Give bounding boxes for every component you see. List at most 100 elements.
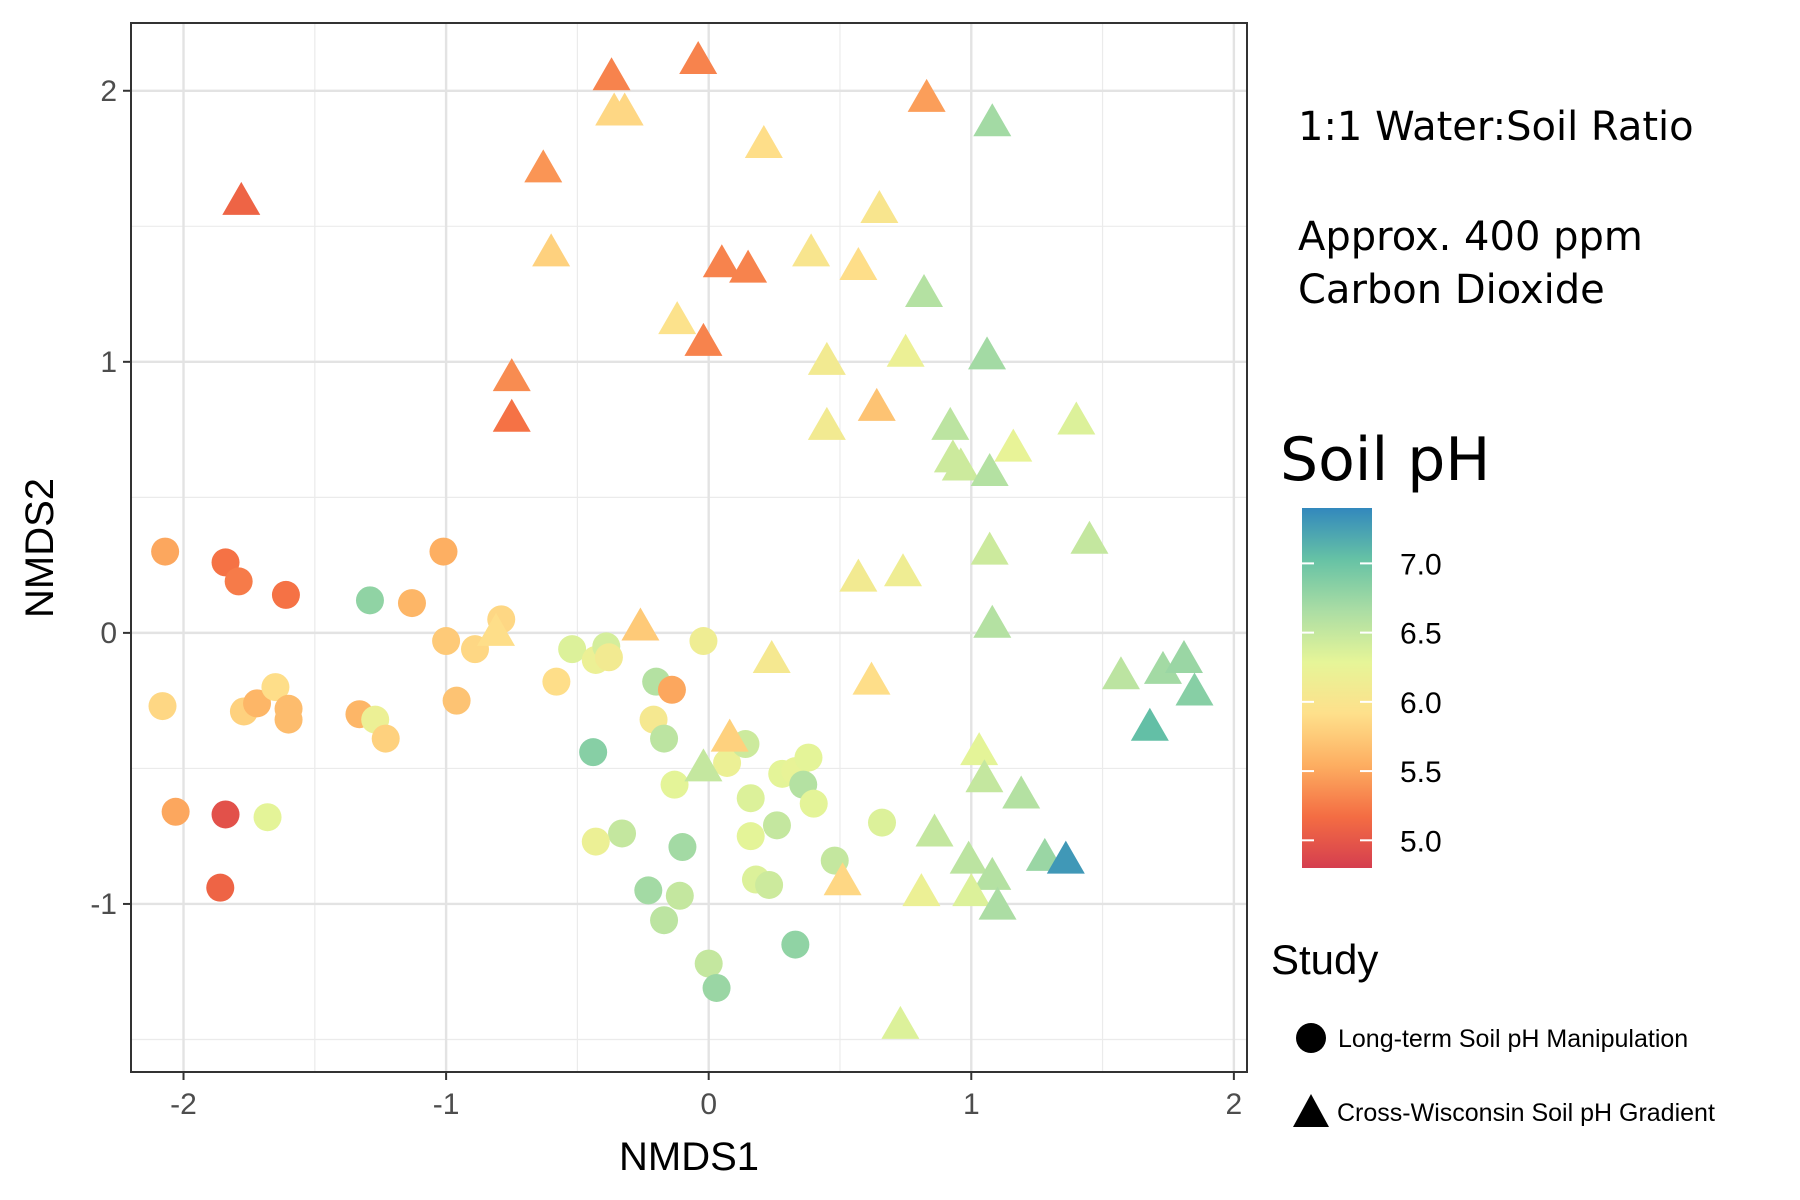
data-point-triangle — [605, 92, 644, 126]
data-point-triangle — [476, 612, 515, 646]
color-legend: Soil pH 5.0 5.5 6.0 6.5 7.0 — [1280, 425, 1490, 868]
data-point-triangle — [807, 406, 846, 440]
shape-legend-title: Study — [1271, 936, 1378, 983]
data-point-triangle — [931, 406, 970, 440]
data-point-triangle — [881, 1005, 920, 1039]
data-point-circle — [211, 800, 240, 829]
y-axis-ticks: -1 0 1 2 — [90, 75, 131, 921]
legend-circle-label: Long-term Soil pH Manipulation — [1338, 1025, 1688, 1053]
data-point-circle — [581, 827, 610, 856]
data-point-triangle — [658, 301, 697, 335]
data-point-circle — [148, 692, 177, 721]
data-point-triangle — [994, 428, 1033, 462]
data-point-triangle — [792, 233, 831, 267]
color-legend-ticks: 5.0 5.5 6.0 6.5 7.0 — [1302, 548, 1442, 858]
shape-legend: Study Long-term Soil pH Manipulation Cro… — [1271, 936, 1715, 1127]
color-legend-label: 5.0 — [1400, 825, 1442, 858]
data-point-circle — [151, 537, 180, 566]
color-legend-label: 6.0 — [1400, 687, 1442, 720]
y-tick-label: 2 — [100, 75, 117, 108]
data-point-circle — [442, 686, 471, 715]
data-point-circle — [736, 784, 765, 813]
legend-triangle-marker — [1293, 1094, 1329, 1127]
data-point-circle — [397, 589, 426, 618]
data-point-triangle — [905, 274, 944, 308]
data-point-triangle — [744, 124, 783, 158]
data-point-circle — [206, 873, 235, 902]
data-point-circle — [665, 881, 694, 910]
data-point-triangle — [857, 387, 896, 421]
annotation-ratio: 1:1 Water:Soil Ratio — [1298, 104, 1694, 150]
data-point-triangle — [886, 333, 925, 367]
data-point-circle — [274, 705, 303, 734]
data-point-triangle — [807, 341, 846, 375]
data-point-circle — [694, 949, 723, 978]
data-point-triangle — [941, 447, 980, 481]
data-point-triangle — [492, 358, 531, 392]
data-point-triangle — [965, 759, 1004, 793]
data-point-triangle — [532, 233, 571, 267]
data-point-triangle — [968, 336, 1007, 370]
data-point-triangle — [860, 190, 899, 224]
data-point-circle — [634, 876, 663, 905]
x-tick-label: 1 — [963, 1088, 980, 1121]
data-point-triangle — [1130, 707, 1169, 741]
minor-gridlines — [131, 23, 1247, 1072]
data-point-circle — [755, 870, 784, 899]
data-point-triangle — [852, 661, 891, 695]
data-point-triangle — [907, 78, 946, 112]
data-point-circle — [713, 748, 742, 777]
data-point-triangle — [952, 873, 991, 907]
data-point-circle — [702, 973, 731, 1002]
data-point-triangle — [1175, 672, 1214, 706]
y-axis-title: NMDS2 — [18, 478, 62, 618]
data-point-triangle — [684, 322, 723, 356]
color-legend-title: Soil pH — [1280, 425, 1490, 495]
data-point-triangle — [729, 249, 768, 283]
data-point-triangle — [973, 604, 1012, 638]
x-tick-label: -1 — [433, 1088, 460, 1121]
data-point-triangle — [492, 398, 531, 432]
data-point-circle — [668, 833, 697, 862]
data-point-circle — [781, 930, 810, 959]
color-legend-label: 5.5 — [1400, 756, 1442, 789]
data-point-triangle — [884, 553, 923, 587]
x-axis-ticks: -2 -1 0 1 2 — [170, 1072, 1242, 1121]
data-point-triangle — [1164, 639, 1203, 673]
data-point-circle — [371, 724, 400, 753]
data-point-circle — [650, 724, 679, 753]
data-point-circle — [429, 537, 458, 566]
data-point-circle — [660, 770, 689, 799]
data-point-triangle — [621, 607, 660, 641]
data-points — [148, 40, 1214, 1039]
data-point-triangle — [949, 840, 988, 874]
data-point-triangle — [978, 886, 1017, 920]
legend-triangle-label: Cross-Wisconsin Soil pH Gradient — [1337, 1099, 1715, 1127]
data-point-circle — [608, 819, 637, 848]
annotation-co2-line1: Approx. 400 ppm — [1298, 214, 1643, 260]
data-point-circle — [243, 689, 272, 718]
data-point-circle — [271, 580, 300, 609]
data-point-circle — [657, 675, 686, 704]
data-point-circle — [689, 627, 718, 656]
data-point-triangle — [1057, 401, 1096, 435]
data-point-triangle — [973, 856, 1012, 890]
x-tick-label: 2 — [1226, 1088, 1243, 1121]
x-tick-label: 0 — [700, 1088, 717, 1121]
y-tick-label: -1 — [90, 888, 117, 921]
x-tick-label: -2 — [170, 1088, 197, 1121]
data-point-triangle — [222, 181, 261, 215]
data-point-triangle — [839, 558, 878, 592]
legend-circle-marker — [1296, 1023, 1326, 1053]
data-point-circle — [868, 808, 897, 837]
data-point-triangle — [915, 813, 954, 847]
x-axis-title: NMDS1 — [619, 1135, 759, 1179]
data-point-triangle — [902, 873, 941, 907]
data-point-triangle — [1143, 650, 1182, 684]
data-point-circle — [261, 673, 290, 702]
data-point-triangle — [1070, 520, 1109, 554]
data-point-circle — [579, 738, 608, 767]
color-legend-label: 7.0 — [1400, 548, 1442, 581]
color-legend-label: 6.5 — [1400, 618, 1442, 651]
data-point-triangle — [970, 531, 1009, 565]
